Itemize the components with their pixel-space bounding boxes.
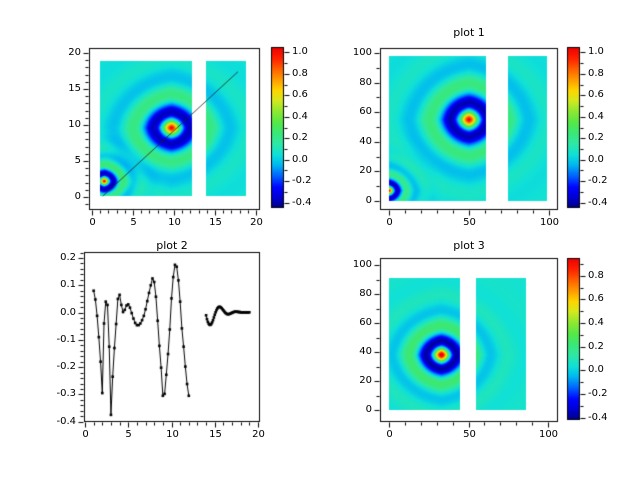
topleft-colorbar-tick-label: -0.4	[292, 197, 312, 208]
plot3-y-tick-label: 20	[359, 375, 372, 386]
plot2-x-tick-label: 15	[209, 429, 222, 440]
topleft-colorbar-tick-label: 0.2	[292, 132, 308, 143]
plot2-y-tick-label: 0.0	[60, 307, 76, 318]
plot3-y-tick-label: 0	[365, 404, 372, 415]
plot2-x-tick-label: 20	[252, 429, 265, 440]
topleft-colorbar-tick-label: 0.8	[292, 68, 308, 79]
plot1-colorbar-tick-label: 0.2	[588, 132, 604, 143]
plot3-colorbar-tick-label: 0.4	[588, 317, 604, 328]
plot2-y-tick-label: -0.4	[56, 416, 76, 427]
plot1-colorbar-tick-label: -0.4	[588, 197, 608, 208]
plot3-y-tick-label: 100	[352, 259, 372, 270]
plot3-title: plot 3	[453, 239, 485, 252]
topleft-y-tick-label: 15	[68, 83, 81, 94]
plot3-y-tick-label: 60	[359, 317, 372, 328]
topleft-colorbar-tick-label: -0.2	[292, 175, 312, 186]
plot1-colorbar-tick-label: 0.4	[588, 111, 604, 122]
topleft-x-tick-label: 15	[209, 217, 222, 228]
topleft-colorbar-tick-label: 1.0	[292, 46, 308, 57]
plot1-x-tick-label: 0	[386, 217, 393, 228]
plot2-x-tick-label: 0	[82, 429, 89, 440]
plot3-x-tick-label: 0	[386, 429, 393, 440]
plot3-y-tick-label: 80	[359, 288, 372, 299]
plot2-x-tick-label: 5	[125, 429, 132, 440]
topleft-colorbar-tick-label: 0.0	[292, 154, 308, 165]
plot1-y-tick-label: 60	[359, 106, 372, 117]
plot1-colorbar-tick-label: 0.0	[588, 154, 604, 165]
topleft-y-tick-label: 20	[68, 47, 81, 58]
plot3-x-tick-label: 50	[463, 429, 476, 440]
plot1-y-tick-label: 0	[365, 195, 372, 206]
plot2-y-tick-label: -0.1	[56, 334, 76, 345]
topleft-colorbar-tick-label: 0.6	[292, 89, 308, 100]
topleft-colorbar-tick-label: 0.4	[292, 111, 308, 122]
topleft-y-tick-label: 10	[68, 119, 81, 130]
plot3-colorbar-tick-label: 0.8	[588, 270, 604, 281]
plot3-y-tick-label: 40	[359, 346, 372, 357]
topleft-x-tick-label: 5	[130, 217, 137, 228]
plot1-y-tick-label: 100	[352, 47, 372, 58]
plot1-y-tick-label: 20	[359, 165, 372, 176]
plot2-y-tick-label: 0.2	[60, 252, 76, 263]
plot1-x-tick-label: 100	[539, 217, 560, 228]
plot1-colorbar-tick-label: 0.6	[588, 89, 604, 100]
topleft-x-tick-label: 20	[250, 217, 263, 228]
plot1-colorbar-tick-label: 0.8	[588, 68, 604, 79]
plot2-title: plot 2	[156, 239, 188, 252]
plot2-y-tick-label: -0.2	[56, 361, 76, 372]
plot3-colorbar-tick-label: -0.4	[588, 412, 608, 423]
plot1-title: plot 1	[453, 26, 485, 39]
plot3-colorbar-tick-label: 0.2	[588, 341, 604, 352]
topleft-x-tick-label: 10	[168, 217, 181, 228]
topleft-x-tick-label: 0	[89, 217, 96, 228]
plot2-y-tick-label: -0.3	[56, 388, 76, 399]
plot3-x-tick-label: 100	[538, 429, 559, 440]
plot3-colorbar-tick-label: 0.0	[588, 364, 604, 375]
plot1-y-tick-label: 40	[359, 136, 372, 147]
plot1-x-tick-label: 50	[463, 217, 476, 228]
plot3-colorbar-tick-label: 0.6	[588, 293, 604, 304]
topleft-y-tick-label: 0	[74, 191, 81, 202]
plot1-y-tick-label: 80	[359, 77, 372, 88]
topleft-y-tick-label: 5	[74, 155, 81, 166]
plot1-colorbar-tick-label: 1.0	[588, 46, 604, 57]
plot3-colorbar-tick-label: -0.2	[588, 388, 608, 399]
plot1-colorbar-tick-label: -0.2	[588, 175, 608, 186]
plot2-x-tick-label: 10	[166, 429, 179, 440]
plot2-y-tick-label: 0.1	[60, 279, 76, 290]
